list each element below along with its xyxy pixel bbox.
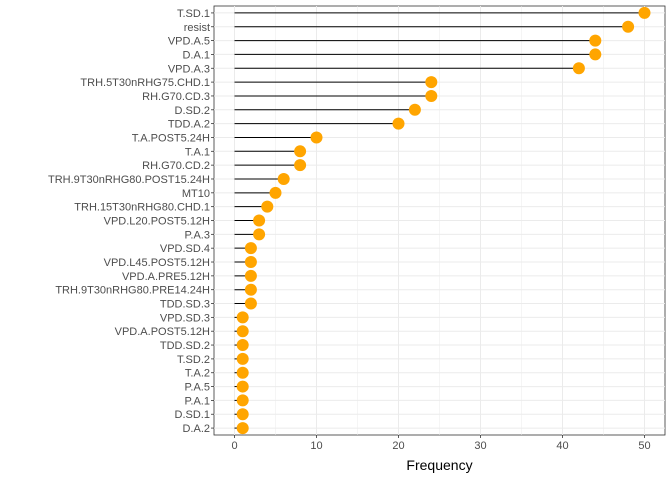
x-tick-label: 20	[392, 440, 404, 452]
data-point	[236, 339, 249, 352]
data-point	[622, 20, 635, 33]
y-tick-label: T.A.2	[185, 368, 210, 380]
data-point	[236, 394, 249, 407]
y-tick-label: T.A.POST5.24H	[132, 132, 210, 144]
y-tick-labels: T.SD.1 resist VPD.A.5D.A.1 VPD.A.3 TRH.5T30n…	[48, 8, 214, 435]
y-tick-label: P.A.5	[185, 382, 211, 394]
x-axis-title: Frequency	[406, 457, 472, 473]
y-tick-label: VPD.SD.4	[160, 243, 210, 255]
data-point	[589, 34, 602, 47]
y-tick-label: T.SD.2	[177, 354, 210, 366]
y-tick-label: VPD.A.5	[168, 36, 210, 48]
y-tick-label: VPD.SD.3	[160, 312, 210, 324]
y-tick-label: VPD.A.PRE5.12H	[122, 271, 210, 283]
y-tick-label: VPD.L45.POST5.12H	[104, 257, 210, 269]
data-point	[261, 200, 274, 213]
y-tick-label: RH.G70.CD.3	[142, 91, 210, 103]
y-tick-label: TRH.15T30nRHG80.CHD.1	[74, 202, 210, 214]
data-point	[236, 311, 249, 324]
x-axis: 0 10 20 30 40 50	[231, 435, 651, 452]
y-tick-label: RH.G70.CD.2	[142, 160, 210, 172]
y-tick-label: P.A.3	[185, 229, 211, 241]
data-point	[236, 380, 249, 393]
y-tick-label: TRH.9T30nRHG80.PRE14.24H	[55, 285, 210, 297]
data-point	[244, 297, 257, 310]
x-tick-label: 10	[310, 440, 322, 452]
data-point	[589, 48, 602, 61]
data-point	[253, 228, 266, 241]
y-tick-label: TRH.9T30nRHG80.POST15.24H	[48, 174, 210, 186]
y-tick-label: D.A.2	[182, 423, 210, 435]
y-tick-label: T.A.1	[185, 146, 210, 158]
y-tick-label: VPD.L20.POST5.12H	[104, 216, 210, 228]
x-tick-label: 0	[231, 440, 237, 452]
y-tick-label: P.A.1	[185, 395, 211, 407]
data-point	[236, 422, 249, 435]
y-tick-label: TDD.A.2	[168, 119, 210, 131]
data-point	[638, 6, 651, 19]
points	[236, 6, 651, 435]
data-point	[244, 256, 257, 269]
y-tick-label: TRH.5T30nRHG75.CHD.1	[80, 77, 210, 89]
y-tick-label: MT10	[182, 188, 210, 200]
data-point	[269, 186, 282, 199]
x-tick-label: 50	[638, 440, 650, 452]
data-point	[294, 159, 307, 172]
y-tick-label: D.SD.2	[175, 105, 210, 117]
y-tick-label: VPD.A.POST5.12H	[115, 326, 210, 338]
x-tick-label: 30	[474, 440, 486, 452]
y-tick-label: resist	[184, 22, 210, 34]
data-point	[236, 325, 249, 338]
data-point	[392, 117, 405, 130]
data-point	[408, 103, 421, 116]
data-point	[425, 89, 438, 102]
data-point	[236, 366, 249, 379]
data-point	[572, 62, 585, 75]
y-tick-label: VPD.A.3	[168, 63, 210, 75]
data-point	[244, 242, 257, 255]
data-point	[294, 145, 307, 158]
y-tick-label: D.A.1	[182, 49, 210, 61]
data-point	[253, 214, 266, 227]
data-point	[425, 76, 438, 89]
data-point	[277, 172, 290, 185]
data-point	[236, 408, 249, 421]
y-tick-label: D.SD.1	[175, 409, 210, 421]
y-tick-label: TDD.SD.2	[160, 340, 210, 352]
y-tick-label: T.SD.1	[177, 8, 210, 20]
data-point	[244, 283, 257, 296]
y-tick-label: TDD.SD.3	[160, 299, 210, 311]
data-point	[310, 131, 323, 144]
data-point	[244, 269, 257, 282]
stems	[234, 12, 645, 429]
data-point	[236, 352, 249, 365]
x-tick-label: 40	[556, 440, 568, 452]
